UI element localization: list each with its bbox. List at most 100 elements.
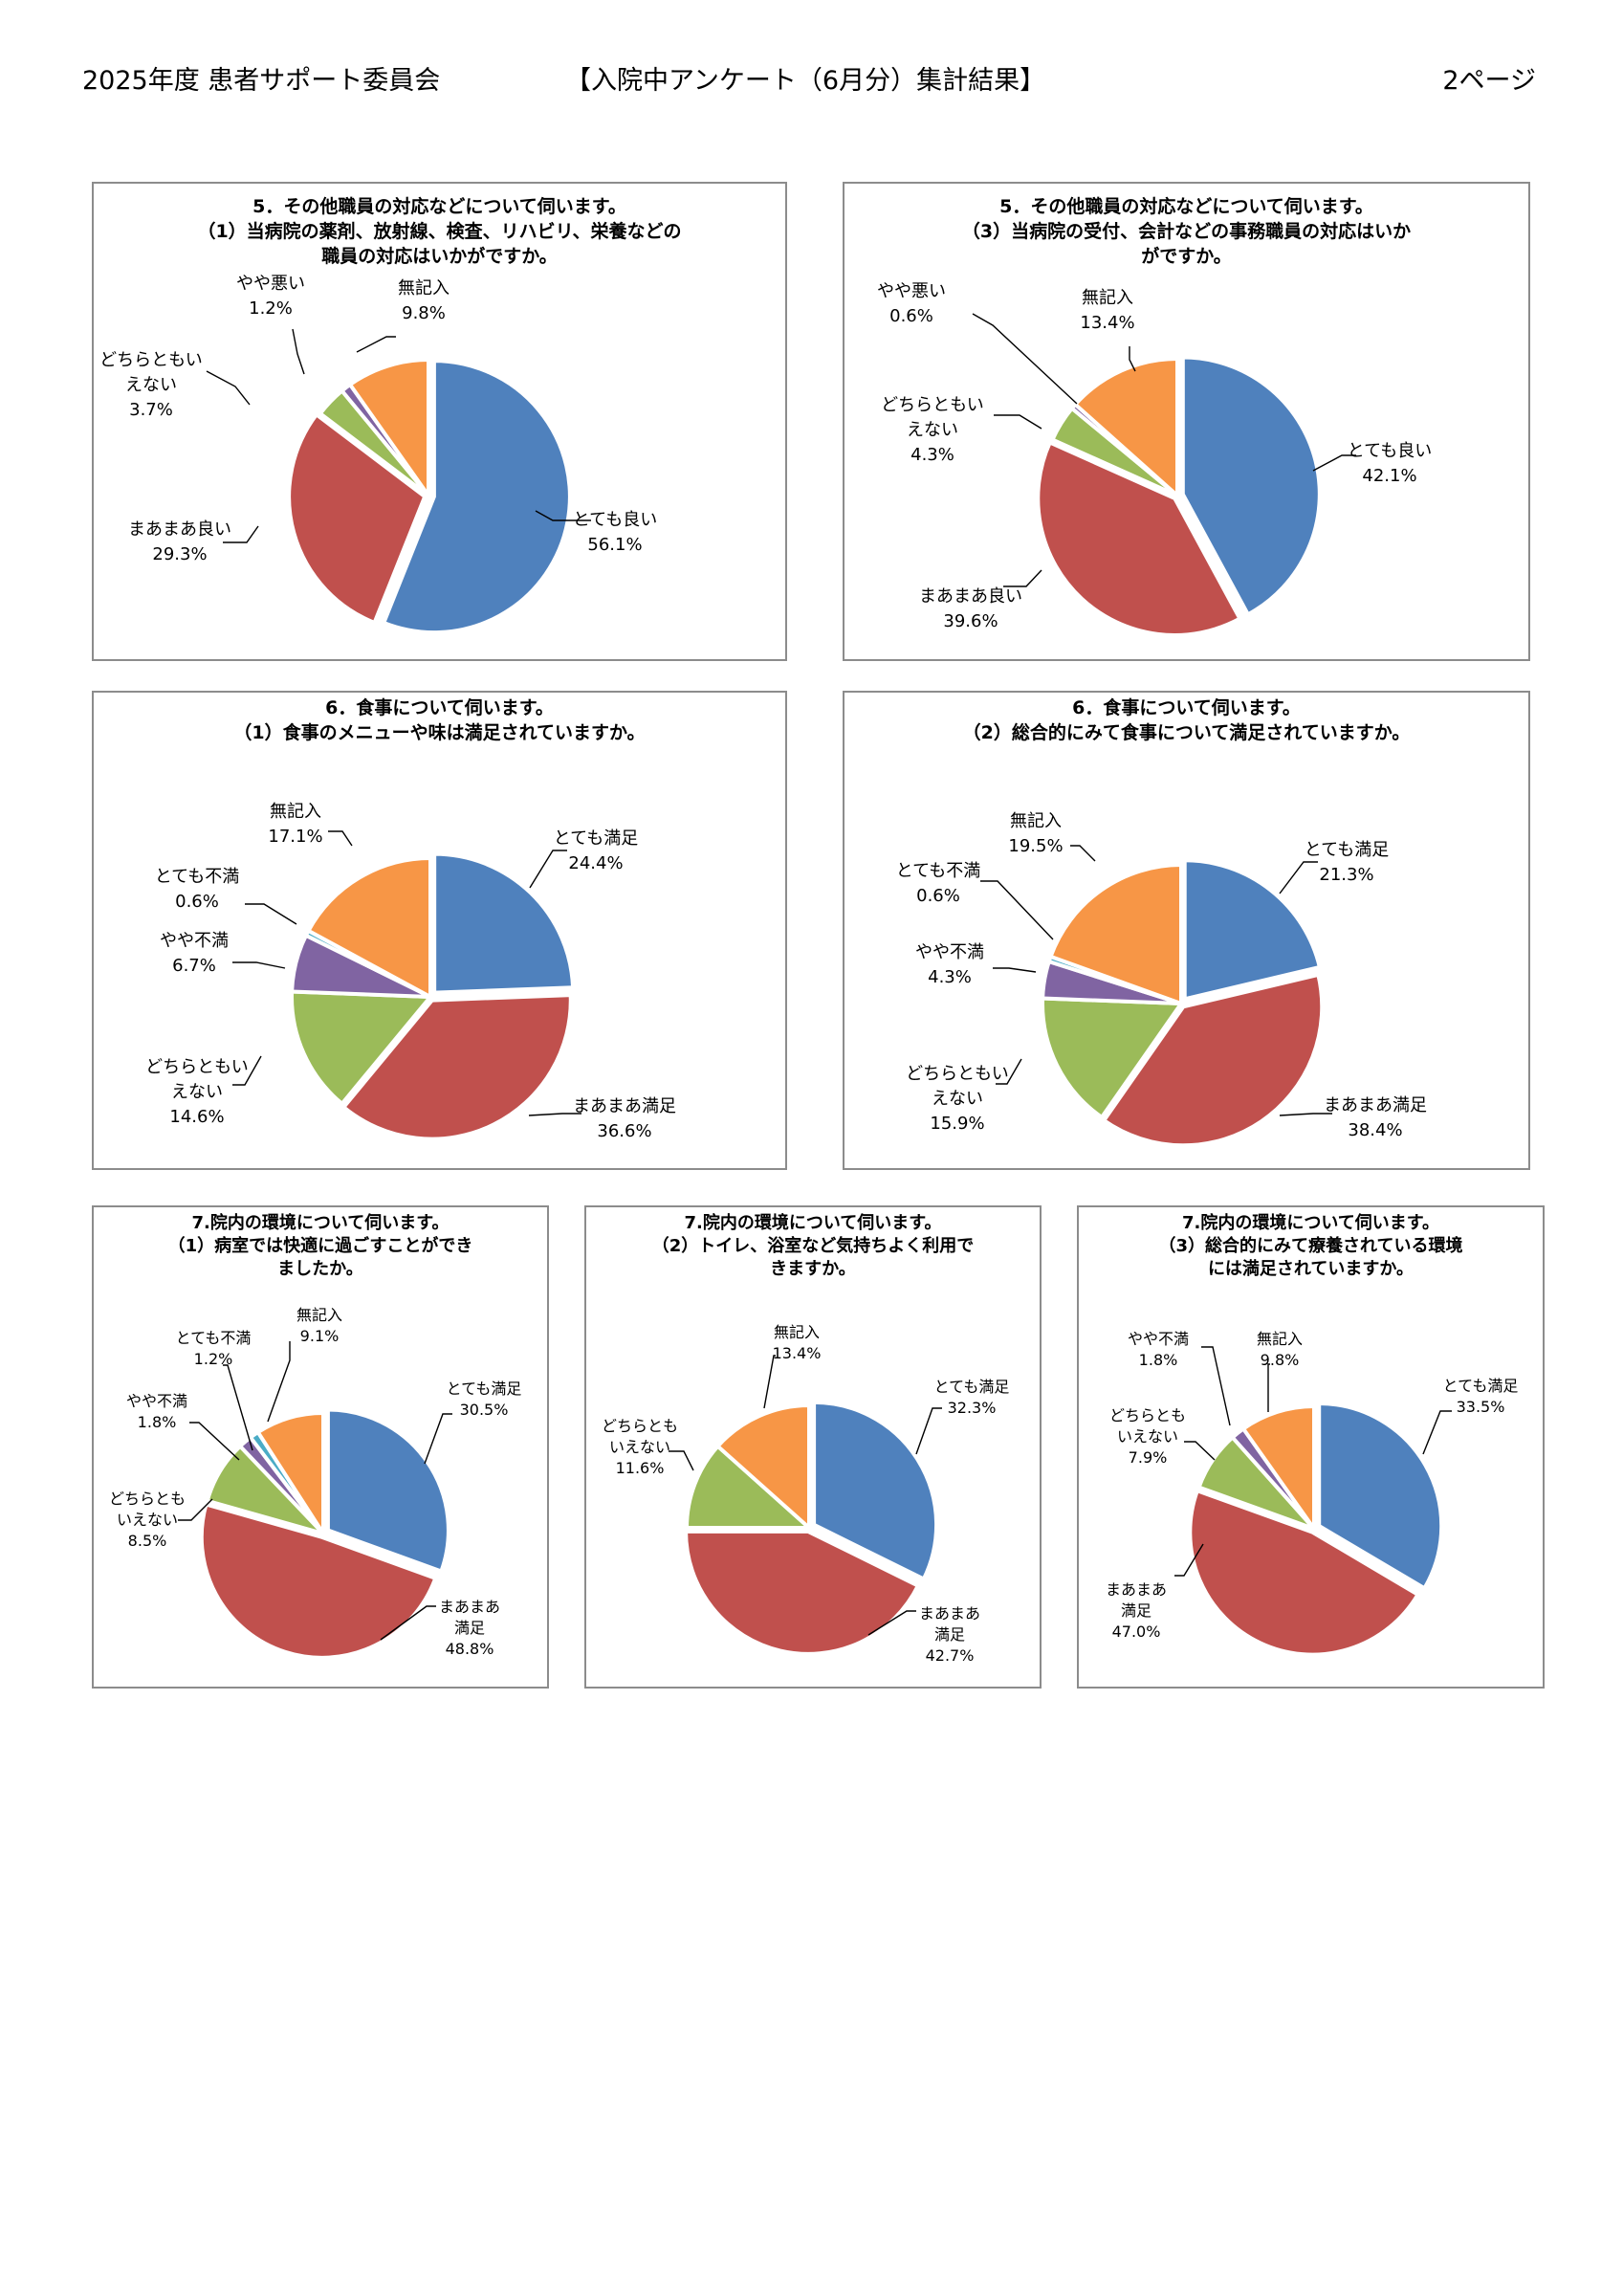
slice-value-label: 47.0% xyxy=(1112,1623,1161,1641)
slice-label-group: やや悪い 1.2% xyxy=(236,274,305,319)
slice-value-label: 17.1% xyxy=(268,827,322,847)
pie-slice-まあまあ良い xyxy=(1036,439,1243,637)
slice-value-label: 6.7% xyxy=(172,956,216,976)
slice-label: やや不満 xyxy=(1128,1330,1189,1348)
slice-value-label: 0.6% xyxy=(175,892,219,912)
slice-label: やや悪い xyxy=(236,274,305,294)
chart-title-line: 7.院内の環境について伺います。 xyxy=(684,1212,941,1233)
chart-title-line: きますか。 xyxy=(770,1259,856,1279)
slice-value-label: 56.1% xyxy=(587,535,642,555)
slice-value-label: 11.6% xyxy=(616,1459,665,1477)
slice-label-group: まあまあ満足 38.4% xyxy=(1324,1095,1427,1140)
chart-panel-env-room: 7.院内の環境について伺います。 （1）病室では快適に過ごすことができ ましたか。と… xyxy=(92,1205,549,1689)
chart-panel-env-overall: 7.院内の環境について伺います。 （3）総合的にみて療養されている環境 には満足され… xyxy=(1077,1205,1545,1689)
slice-value-label: 24.4% xyxy=(568,853,623,873)
pie-slice-とても満足 xyxy=(432,851,576,995)
slice-label-group: とても満足 30.5% xyxy=(447,1380,522,1419)
pie-chart-meal-menu: 6．食事について伺います。 （1）食事のメニューや味は満足されていますか。とても満… xyxy=(145,696,676,1141)
chart-title-line: 7.院内の環境について伺います。 xyxy=(1182,1212,1439,1233)
slice-label: まあまあ満足 xyxy=(1324,1095,1427,1115)
pie-slices xyxy=(1041,858,1325,1148)
chart-panel-staff-medical: 5．その他職員の対応などについて伺います。 （1）当病院の薬剤、放射線、検査、リハ… xyxy=(92,182,787,661)
chart-panel-staff-office: 5．その他職員の対応などについて伺います。 （3）当病院の受付、会計などの事務職員… xyxy=(843,182,1530,661)
chart-panel-env-toilet: 7.院内の環境について伺います。 （2）トイレ、浴室など気持ちよく利用で きますか。… xyxy=(584,1205,1042,1689)
slice-label: やや不満 xyxy=(915,942,984,962)
slice-value-label: 13.4% xyxy=(1080,313,1134,333)
slice-label: 満足 xyxy=(934,1625,965,1644)
slice-value-label: 39.6% xyxy=(943,611,998,631)
slice-value-label: 42.1% xyxy=(1362,466,1416,486)
slice-value-label: 1.2% xyxy=(194,1350,233,1368)
slice-value-label: 9.8% xyxy=(1261,1351,1300,1369)
pie-slice-まあまあ満足 xyxy=(1188,1488,1421,1657)
slice-label: まあまあ良い xyxy=(128,519,231,540)
slice-label-group: 無記入 13.4% xyxy=(1080,288,1134,333)
slice-value-label: 30.5% xyxy=(460,1401,509,1419)
leader-line xyxy=(972,313,1078,405)
slice-label: まあまあ xyxy=(919,1604,980,1623)
slice-value-label: 29.3% xyxy=(152,544,207,564)
slice-label-group: とても良い 56.1% xyxy=(573,510,658,555)
slice-value-label: 9.8% xyxy=(402,303,446,323)
pie-slice-どちらともいえない xyxy=(684,1443,815,1530)
slice-label-group: まあまあ良い 29.3% xyxy=(128,519,231,564)
slice-label: 無記入 xyxy=(1257,1330,1303,1348)
leader-line xyxy=(1312,454,1356,472)
pie-slice-無記入 xyxy=(347,357,430,502)
slice-label: 無記入 xyxy=(270,802,321,822)
pie-slice-まあまあ満足 xyxy=(340,993,573,1141)
chart-title: 6．食事について伺います。 （1）食事のメニューや味は満足されていますか。 xyxy=(233,696,645,743)
slice-label-group: 無記入 9.1% xyxy=(296,1306,342,1345)
leader-line xyxy=(424,1413,452,1465)
slice-label: まあまあ xyxy=(1106,1580,1167,1599)
chart-title-line: 6．食事について伺います。 xyxy=(1072,696,1301,718)
slice-label: えない xyxy=(171,1082,223,1102)
slice-label-group: まあまあ満足 36.6% xyxy=(573,1096,676,1141)
leader-line xyxy=(1201,1346,1231,1426)
slice-label-group: とても満足 32.3% xyxy=(934,1378,1010,1417)
committee-title: 2025年度 患者サポート委員会 xyxy=(82,66,441,96)
slice-label: とても良い xyxy=(573,510,658,530)
slice-label: どちらとも xyxy=(1109,1406,1186,1424)
leader-line xyxy=(669,1450,694,1471)
slice-label-group: まあまあ良い 39.6% xyxy=(919,586,1022,631)
pie-slices xyxy=(290,851,576,1141)
pie-slices xyxy=(199,1407,450,1660)
pie-slice-まあまあ良い xyxy=(287,411,428,626)
leader-line xyxy=(915,1407,942,1455)
slice-label: いえない xyxy=(1117,1427,1178,1446)
leader-line xyxy=(189,1422,240,1461)
slice-label-group: やや不満 4.3% xyxy=(915,942,984,987)
slice-label-group: 無記入 13.4% xyxy=(773,1323,822,1362)
leader-line xyxy=(980,880,1054,940)
slice-label: とても満足 xyxy=(447,1380,522,1398)
leader-line xyxy=(356,336,396,353)
pie-slice-とても満足 xyxy=(325,1407,450,1575)
chart-panel-meal-menu: 6．食事について伺います。 （1）食事のメニューや味は満足されていますか。 とても満… xyxy=(92,691,787,1170)
pie-slice-とても満足 xyxy=(1182,858,1323,1002)
page-number: 2ページ xyxy=(1442,66,1536,96)
slice-value-label: 3.7% xyxy=(129,400,173,420)
leader-line xyxy=(206,370,251,406)
slice-label-group: とても満足 21.3% xyxy=(1305,840,1390,885)
slice-label: いえない xyxy=(609,1438,670,1456)
slice-label: 無記入 xyxy=(398,278,450,298)
slice-label-group: 無記入 9.8% xyxy=(398,278,450,323)
slice-value-label: 1.8% xyxy=(1139,1351,1178,1369)
pie-slice-とても満足 xyxy=(812,1400,939,1582)
slice-label: とても不満 xyxy=(155,867,240,887)
pie-slice-とても良い xyxy=(381,359,572,635)
pie-chart-staff-medical: 5．その他職員の対応などについて伺います。 （1）当病院の薬剤、放射線、検査、リハ… xyxy=(99,195,682,635)
slice-value-label: 32.3% xyxy=(948,1399,997,1417)
slice-value-label: 4.3% xyxy=(910,445,954,465)
slice-label-group: 無記入 17.1% xyxy=(268,802,322,847)
pie-chart-env-room: 7.院内の環境について伺います。（1）病室では快適に過ごすことができましたか。と… xyxy=(109,1212,522,1660)
chart-title-line: 6．食事について伺います。 xyxy=(325,696,554,718)
pie-slice-無記入 xyxy=(1048,862,1183,1006)
chart-title-line: （3）総合的にみて療養されている環境 xyxy=(1159,1235,1463,1256)
slice-label: やや不満 xyxy=(160,931,229,951)
